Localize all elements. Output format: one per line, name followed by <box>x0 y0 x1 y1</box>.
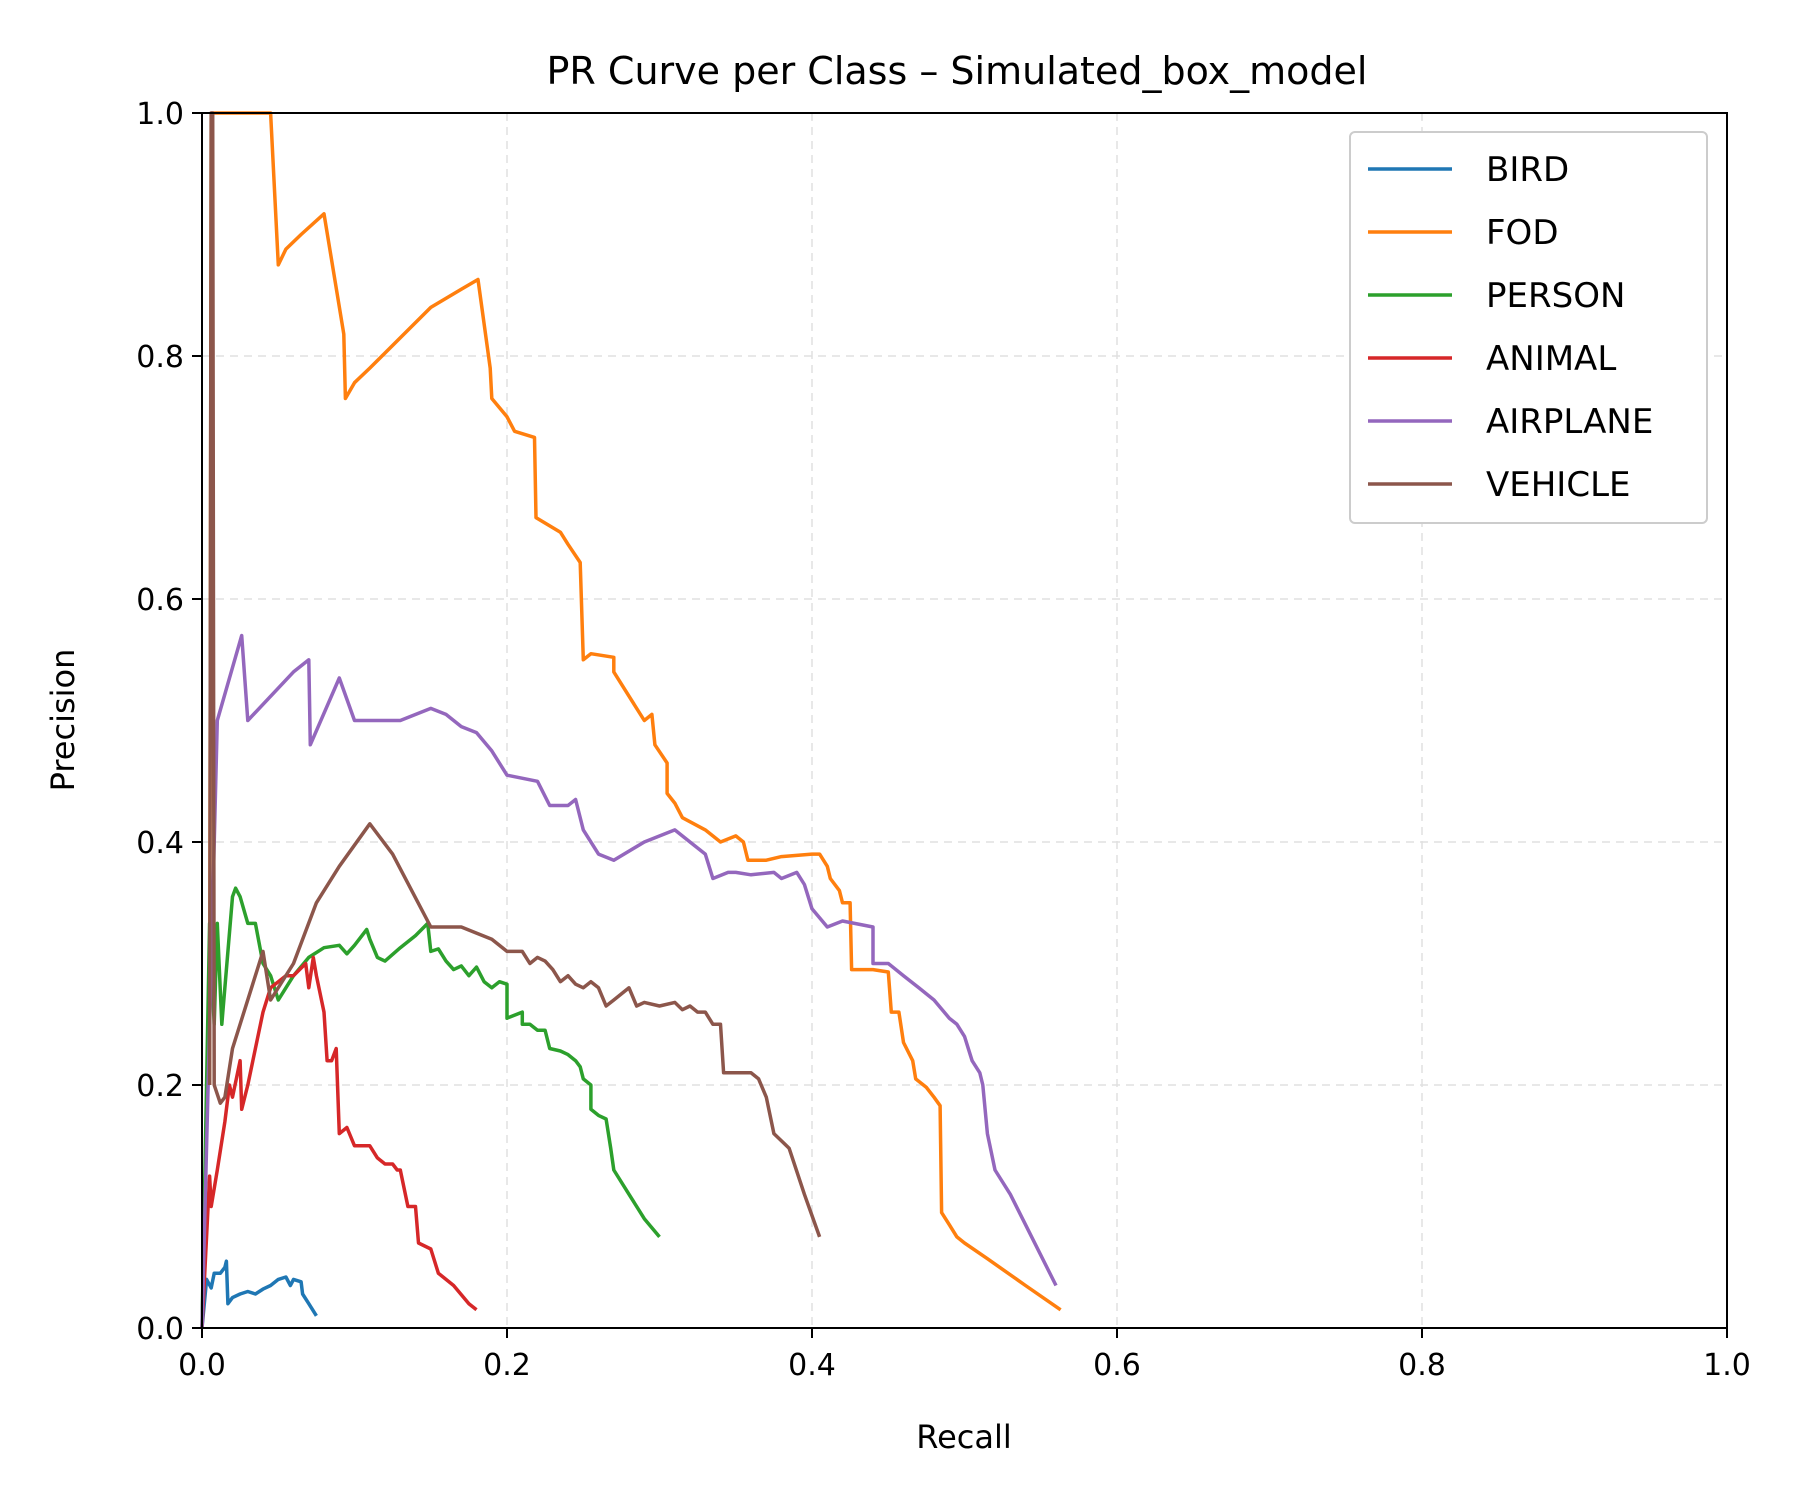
series-line-vehicle <box>207 111 822 1238</box>
y-axis-ticks: 0.0 0.2 0.4 0.6 0.8 1.0 <box>136 97 202 1347</box>
x-axis-ticks: 0.0 0.2 0.4 0.6 0.8 1.0 <box>178 1328 1751 1383</box>
legend-box <box>1349 131 1708 524</box>
x-tick-label: 0.0 <box>178 1348 226 1383</box>
series-line-fod <box>207 111 1062 1312</box>
series-lines <box>200 111 1062 1329</box>
legend-label-bird: BIRD <box>1486 150 1569 190</box>
x-tick-label: 0.6 <box>1093 1348 1141 1383</box>
x-tick-label: 0.8 <box>1398 1348 1446 1383</box>
legend-label-airplane: AIRPLANE <box>1486 402 1653 442</box>
y-tick-label: 0.0 <box>136 1312 184 1347</box>
legend: BIRD FOD PERSON ANIMAL AIRPLANE VEHICLE <box>1349 131 1708 524</box>
y-tick-label: 0.8 <box>136 340 184 375</box>
legend-label-vehicle: VEHICLE <box>1486 465 1631 505</box>
legend-label-person: PERSON <box>1486 276 1625 316</box>
chart-title: PR Curve per Class – Simulated_box_model <box>547 49 1368 93</box>
legend-label-fod: FOD <box>1486 213 1559 253</box>
x-axis-label: Recall <box>916 1418 1011 1456</box>
x-tick-label: 0.2 <box>483 1348 531 1383</box>
series-line-animal <box>200 955 478 1329</box>
y-tick-label: 1.0 <box>136 97 184 132</box>
y-tick-label: 0.2 <box>136 1069 184 1104</box>
series-line-person <box>200 886 661 1329</box>
y-tick-label: 0.4 <box>136 826 184 861</box>
x-tick-label: 1.0 <box>1703 1348 1751 1383</box>
series-line-bird <box>200 1259 318 1329</box>
y-axis-label: Precision <box>44 649 82 792</box>
x-tick-label: 0.4 <box>788 1348 836 1383</box>
legend-label-animal: ANIMAL <box>1486 339 1616 379</box>
y-tick-label: 0.6 <box>136 583 184 618</box>
series-line-airplane <box>200 633 1058 1329</box>
plot-frame <box>201 112 1728 1329</box>
